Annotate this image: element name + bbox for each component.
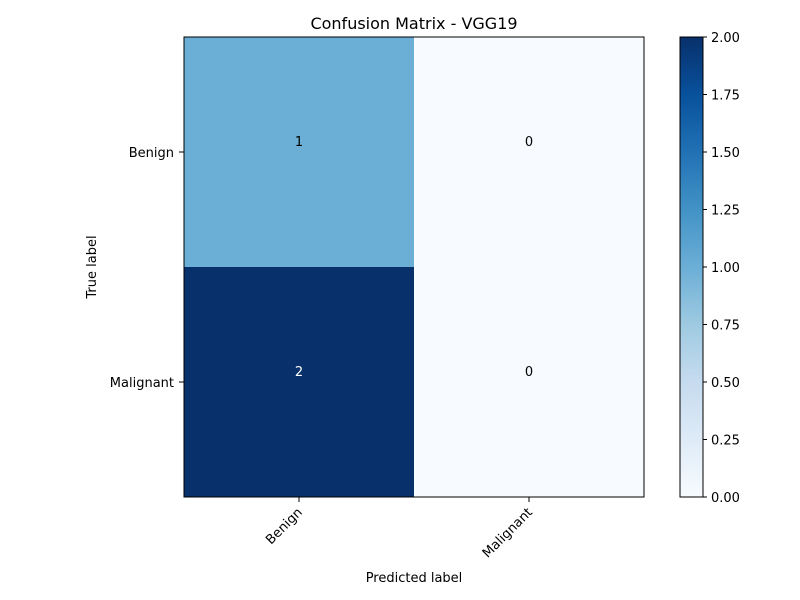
cell-value-label: 1 xyxy=(295,135,303,150)
colorbar-tick-label: 0.75 xyxy=(711,319,740,334)
colorbar-tick-label: 0.25 xyxy=(711,434,740,449)
plot-frame xyxy=(183,36,645,498)
x-axis-label: Predicted label xyxy=(366,571,463,586)
x-tick-label: Malignant xyxy=(480,505,536,561)
heatmap-cell-labels: 1 0 2 0 xyxy=(295,135,533,380)
y-tick-label: Malignant xyxy=(110,376,174,391)
cell-value-label: 2 xyxy=(295,365,303,380)
chart-title: Confusion Matrix - VGG19 xyxy=(310,14,517,33)
x-tick-label: Benign xyxy=(263,505,306,548)
heatmap-cells xyxy=(184,37,644,497)
colorbar-tick-label: 0.00 xyxy=(711,491,740,506)
colorbar-tick-label: 1.75 xyxy=(711,89,740,104)
colorbar-tick-label: 2.00 xyxy=(711,31,740,46)
colorbar-tick-label: 1.50 xyxy=(711,146,740,161)
y-tick-label: Benign xyxy=(129,146,174,161)
colorbar-tick-label: 0.50 xyxy=(711,376,740,391)
colorbar-ticks: 0.00 0.25 0.50 0.75 1.00 1.25 1.50 1.75 2.00 xyxy=(703,31,740,506)
heatmap-cell xyxy=(184,37,414,267)
colorbar-tick-label: 1.00 xyxy=(711,261,740,276)
colorbar xyxy=(679,36,704,498)
heatmap-cell xyxy=(414,267,644,497)
cell-value-label: 0 xyxy=(525,365,533,380)
y-axis-label: True label xyxy=(85,235,100,299)
x-axis-ticks: Benign Malignant xyxy=(263,497,536,561)
cell-value-label: 0 xyxy=(525,135,533,150)
colorbar-tick-label: 1.25 xyxy=(711,204,740,219)
y-axis-ticks: Benign Malignant xyxy=(110,146,184,391)
heatmap-cell xyxy=(414,37,644,267)
heatmap-cell xyxy=(184,267,414,497)
